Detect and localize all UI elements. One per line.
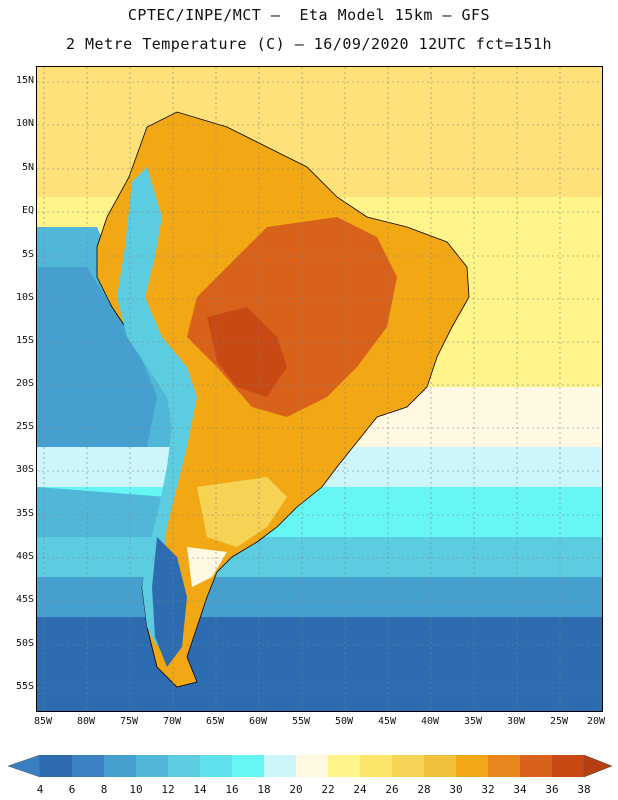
colorbar-bin-26-28 — [392, 755, 424, 777]
lat-label-50s: 50S — [15, 638, 34, 649]
lon-label-65w: 65W — [205, 716, 225, 727]
colorbar-label-14: 14 — [193, 783, 207, 796]
pacific-cold-core — [37, 267, 157, 447]
colorbar-label-18: 18 — [257, 783, 271, 796]
colorbar-bin-6-8 — [72, 755, 104, 777]
lat-label-15s: 15S — [15, 335, 34, 346]
colorbar-label-38: 38 — [577, 783, 591, 796]
andes-cold-strip — [117, 167, 197, 647]
lat-label-10n: 10N — [15, 118, 34, 129]
lat-label-45s: 45S — [15, 594, 34, 605]
colorbar — [7, 754, 613, 778]
colorbar-bin-22-24 — [328, 755, 360, 777]
colorbar-bin-4-6 — [40, 755, 72, 777]
colorbar-label-22: 22 — [321, 783, 335, 796]
lat-label-15n: 15N — [15, 75, 34, 86]
colorbar-label-6: 6 — [68, 783, 76, 796]
lat-label-35s: 35S — [15, 508, 34, 519]
lon-label-55w: 55W — [291, 716, 311, 727]
lat-label-30s: 30S — [15, 464, 34, 475]
ocean-band-8-10 — [37, 577, 602, 617]
hottest-core — [207, 307, 287, 397]
colorbar-bin-24-26 — [360, 755, 392, 777]
colorbar-bin-28-30 — [424, 755, 456, 777]
lat-label-10s: 10S — [15, 292, 34, 303]
lon-label-75w: 75W — [119, 716, 139, 727]
colorbar-label-12: 12 — [161, 783, 175, 796]
lon-label-20w: 20W — [586, 716, 606, 727]
lon-label-30w: 30W — [506, 716, 526, 727]
ocean-band-12-14 — [37, 537, 602, 577]
lat-label-25s: 25S — [15, 421, 34, 432]
lat-label-eq: EQ — [21, 205, 34, 216]
lon-label-40w: 40W — [420, 716, 440, 727]
lat-label-55s: 55S — [15, 681, 34, 692]
map-title: CPTEC/INPE/MCT – Eta Model 15km – GFS — [127, 6, 491, 24]
colorbar-label-4: 4 — [36, 783, 44, 796]
colorbar-bin-8-10 — [104, 755, 136, 777]
colorbar-above-38-arrow — [583, 754, 613, 778]
lon-label-60w: 60W — [248, 716, 268, 727]
pampas-mild — [197, 477, 287, 547]
colorbar-bin-10-12 — [136, 755, 168, 777]
colorbar-label-32: 32 — [481, 783, 495, 796]
colorbar-bin-18-20 — [264, 755, 296, 777]
ocean-band-4-6 — [37, 617, 602, 711]
colorbar-label-30: 30 — [449, 783, 463, 796]
colorbar-bin-14-16 — [200, 755, 232, 777]
colorbar-label-34: 34 — [513, 783, 527, 796]
lat-label-5s: 5S — [21, 249, 34, 260]
colorbar-bin-30-32 — [456, 755, 488, 777]
colorbar-label-24: 24 — [353, 783, 367, 796]
temperature-map — [36, 66, 603, 712]
colorbar-bin-16-18 — [232, 755, 264, 777]
colorbar-label-16: 16 — [225, 783, 239, 796]
map-subtitle: 2 Metre Temperature (C) – 16/09/2020 12U… — [65, 35, 553, 53]
lon-label-85w: 85W — [33, 716, 53, 727]
ocean-band-tropical-north — [37, 67, 602, 197]
lat-label-5n: 5N — [21, 162, 34, 173]
patagonia-mild — [187, 547, 227, 587]
colorbar-label-36: 36 — [545, 783, 559, 796]
colorbar-label-28: 28 — [417, 783, 431, 796]
pacific-cool-south — [37, 487, 187, 537]
colorbar-below-4-arrow — [7, 754, 41, 778]
colorbar-label-10: 10 — [129, 783, 143, 796]
colorbar-bin-32-34 — [488, 755, 520, 777]
lat-label-40s: 40S — [15, 551, 34, 562]
lat-label-20s: 20S — [15, 378, 34, 389]
lon-label-80w: 80W — [76, 716, 96, 727]
lon-label-50w: 50W — [334, 716, 354, 727]
colorbar-label-8: 8 — [100, 783, 108, 796]
lon-label-35w: 35W — [463, 716, 483, 727]
lon-label-45w: 45W — [377, 716, 397, 727]
colorbar-bin-20-22 — [296, 755, 328, 777]
lon-label-25w: 25W — [549, 716, 569, 727]
lon-label-70w: 70W — [162, 716, 182, 727]
colorbar-label-26: 26 — [385, 783, 399, 796]
patagonia-cold — [152, 537, 187, 667]
colorbar-bin-12-14 — [168, 755, 200, 777]
temperature-field — [37, 67, 602, 711]
colorbar-label-20: 20 — [289, 783, 303, 796]
colorbar-bin-36-38 — [552, 755, 584, 777]
colorbar-bin-34-36 — [520, 755, 552, 777]
